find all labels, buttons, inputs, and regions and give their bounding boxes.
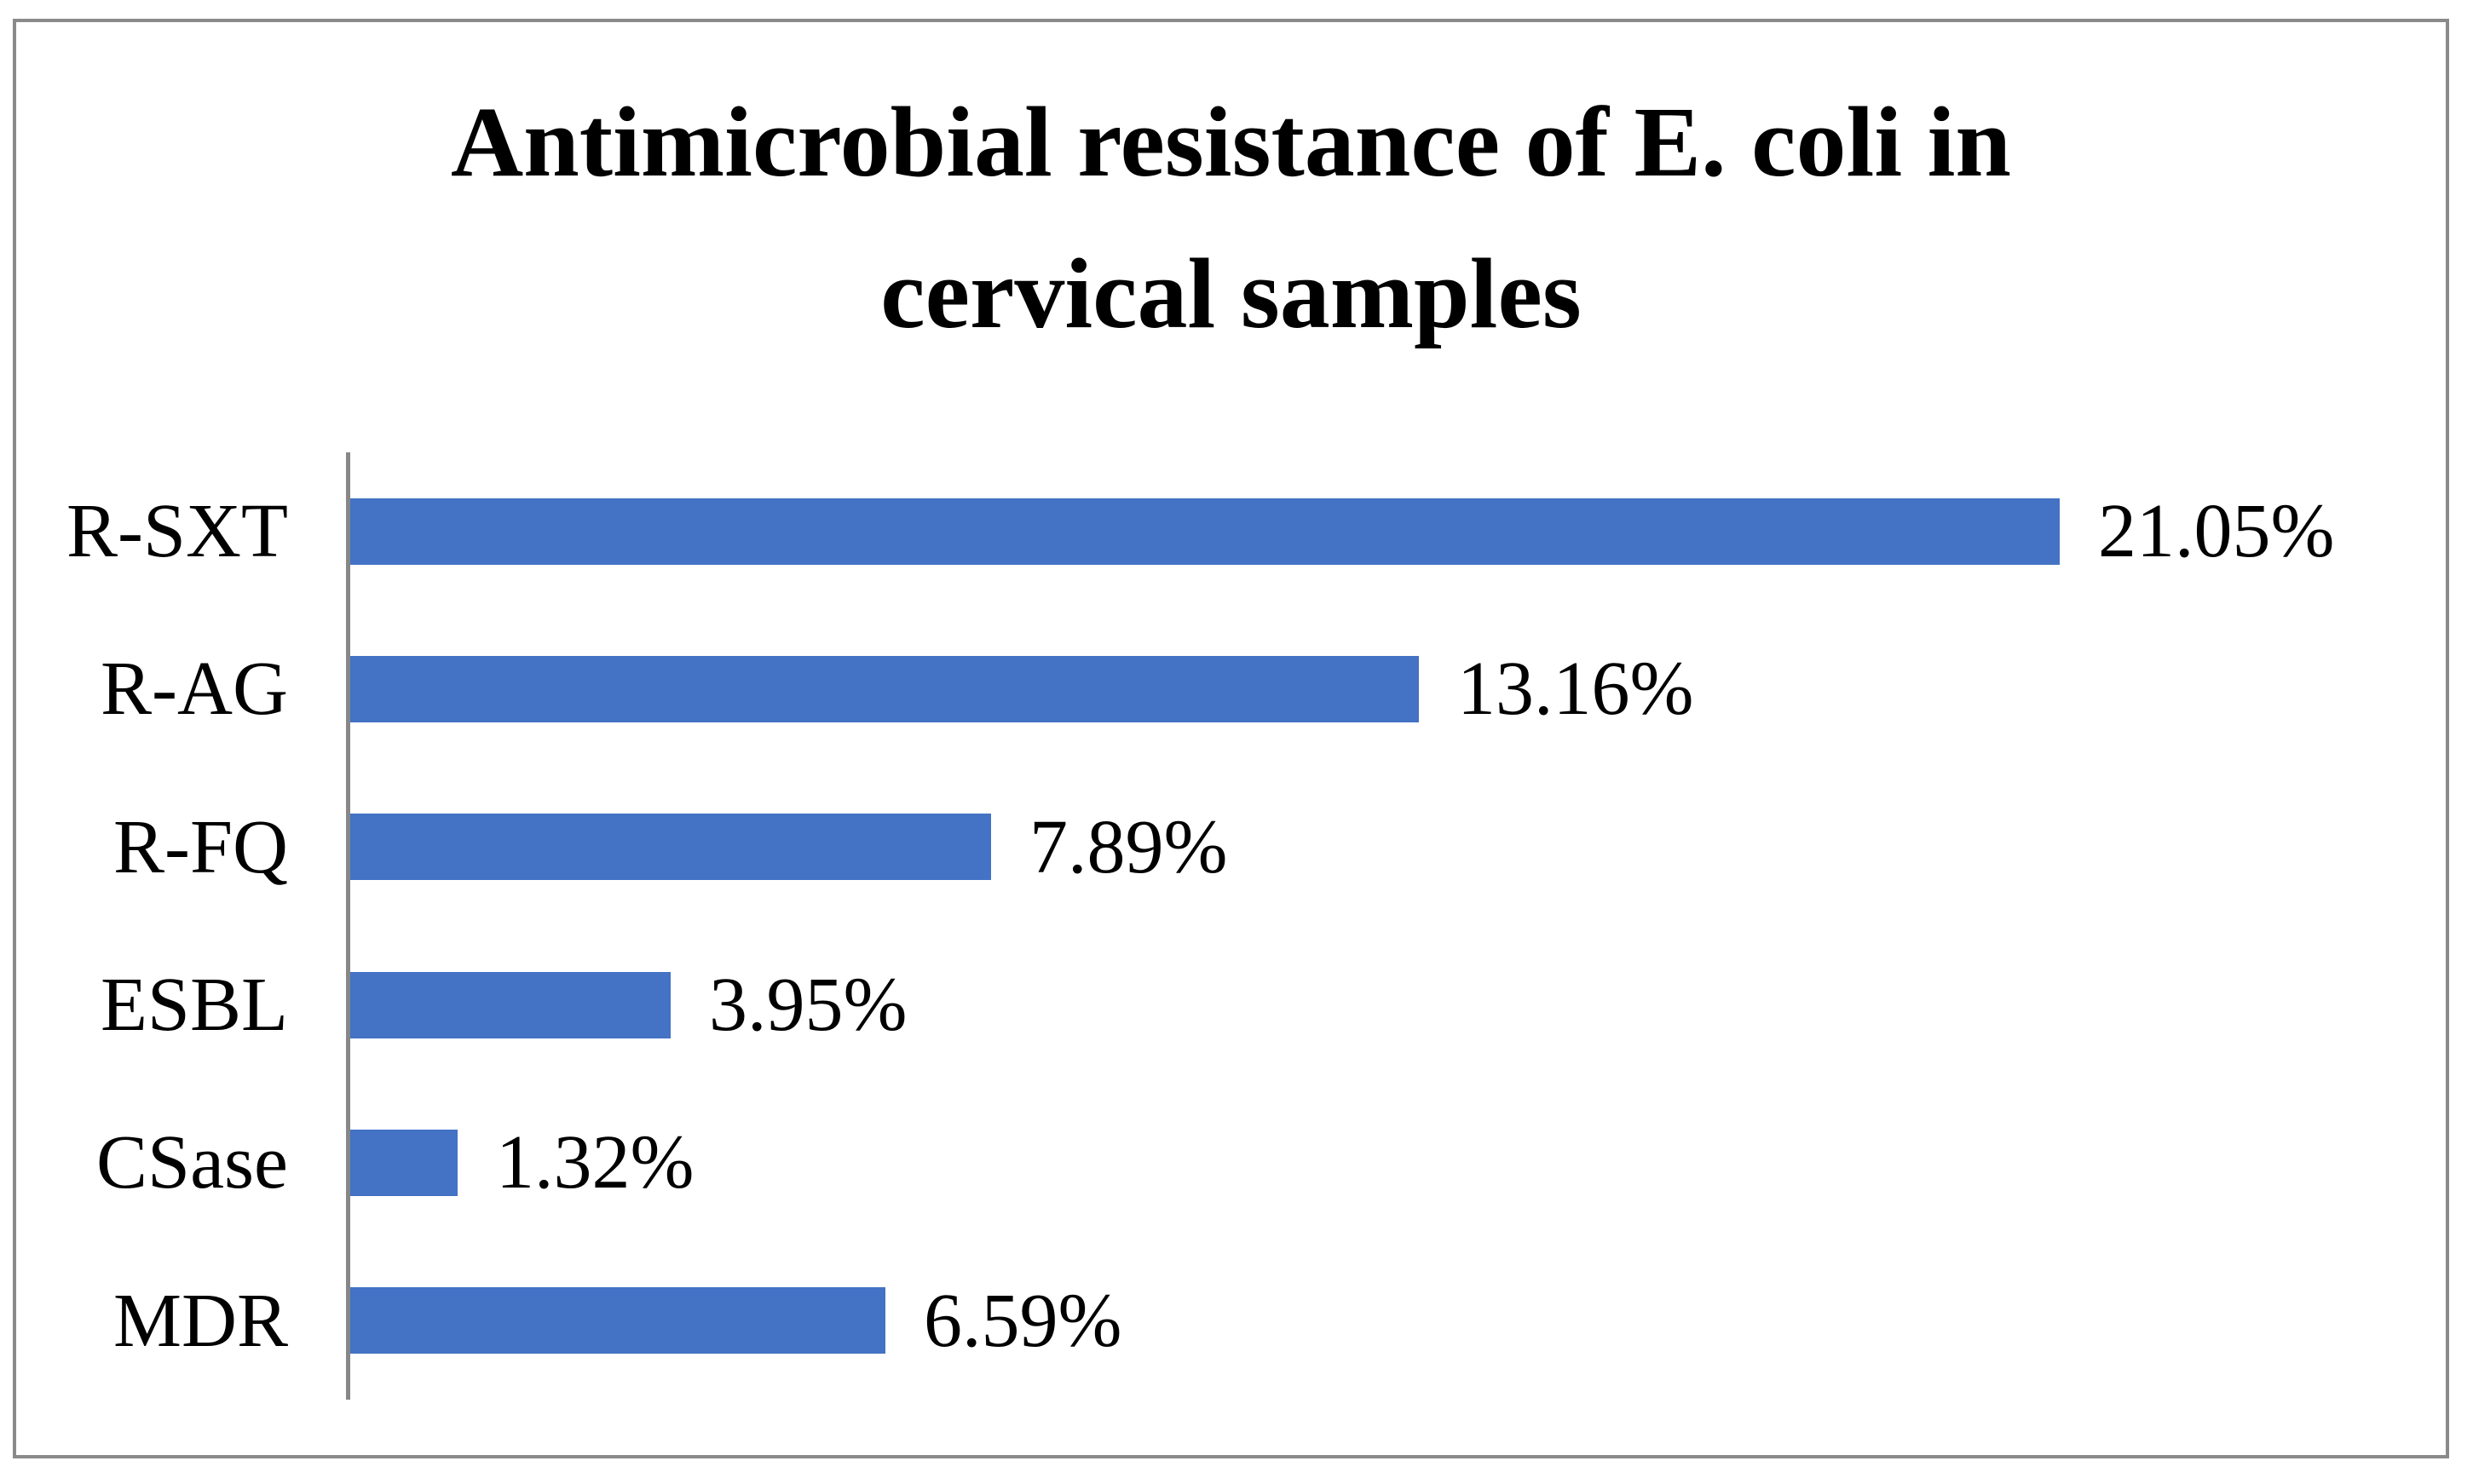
bar-r-fq <box>350 814 991 881</box>
value-label-mdr: 6.59% <box>924 1278 1122 1363</box>
category-label-r-sxt: R-SXT <box>66 489 288 574</box>
category-label-r-ag: R-AG <box>101 647 288 732</box>
bar-row: 13.16% <box>350 610 2469 768</box>
plot-area: 21.05% 13.16% 7.89% 3.95% 1.32% 6.59% <box>350 452 2469 1400</box>
bar-row: 21.05% <box>350 452 2469 610</box>
category-label-r-fq: R-FQ <box>112 804 288 889</box>
vertical-axis-line <box>346 452 350 1400</box>
category-label-csase: CSase <box>96 1120 288 1205</box>
chart-title-line-2: cervical samples <box>880 238 1582 349</box>
bar-esbl <box>350 971 671 1038</box>
value-label-csase: 1.32% <box>496 1120 695 1205</box>
bar-row: 6.59% <box>350 1242 2469 1400</box>
bar-csase <box>350 1129 458 1196</box>
value-label-r-sxt: 21.05% <box>2098 489 2335 574</box>
value-label-esbl: 3.95% <box>709 963 908 1048</box>
chart-title-line-1: Antimicrobial resistance of E. coli in <box>450 86 2012 198</box>
bar-row: 7.89% <box>350 768 2469 926</box>
category-label-esbl: ESBL <box>100 963 288 1048</box>
bar-mdr <box>350 1287 885 1355</box>
chart-title: Antimicrobial resistance of E. coli in c… <box>16 66 2446 370</box>
category-label-mdr: MDR <box>112 1278 288 1363</box>
bar-r-ag <box>350 655 1419 722</box>
value-label-r-fq: 7.89% <box>1029 804 1228 889</box>
bar-row: 1.32% <box>350 1084 2469 1241</box>
bar-row: 3.95% <box>350 926 2469 1084</box>
category-axis-labels: R-SXT R-AG R-FQ ESBL CSase MDR <box>16 452 346 1400</box>
bar-r-sxt <box>350 498 2060 565</box>
value-label-r-ag: 13.16% <box>1457 647 1694 732</box>
chart-frame: Antimicrobial resistance of E. coli in c… <box>13 19 2449 1458</box>
